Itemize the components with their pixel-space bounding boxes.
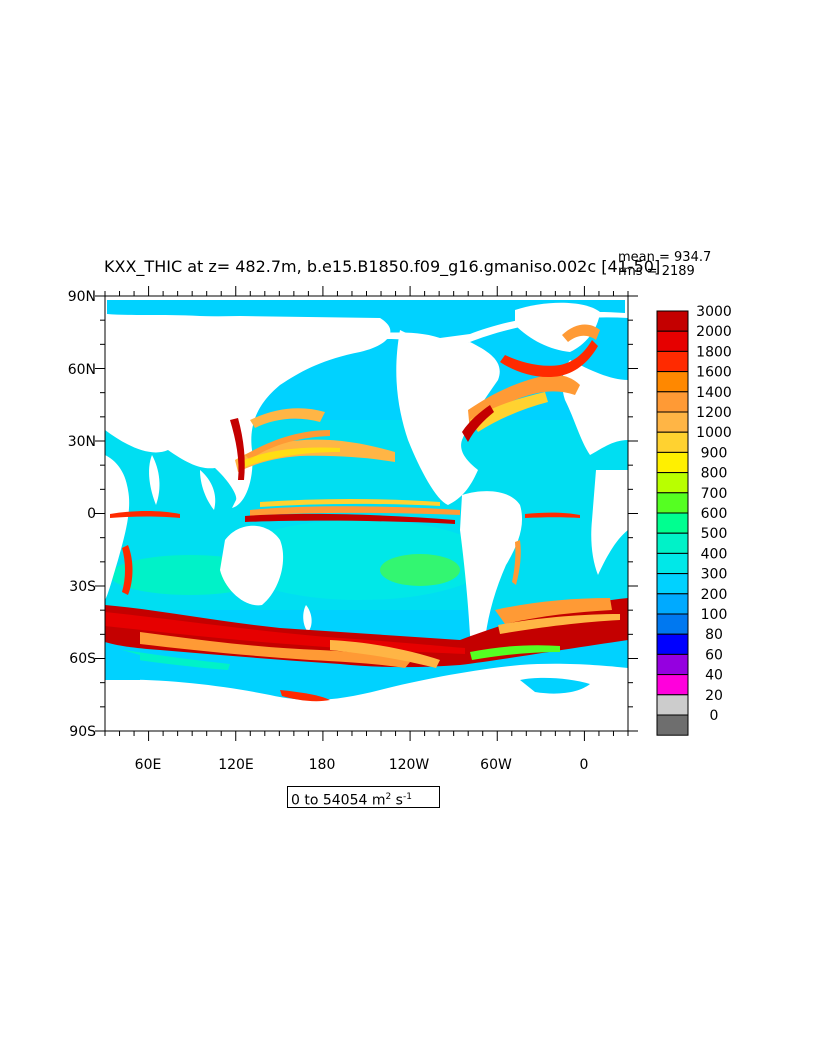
colorbar-swatch [656,451,689,474]
colorbar-level-label: 1200 [696,405,732,421]
colorbar [656,310,689,736]
colorbar-level-label: 60 [705,647,723,663]
colorbar-swatch [656,714,689,736]
colorbar-level-label: 80 [705,627,723,643]
range-exp-2: -1 [402,792,412,802]
range-exp-1: 2 [385,792,392,802]
colorbar-level-label: 900 [701,445,728,461]
range-unit: s [391,792,403,809]
lon-label-60w: 60W [480,757,512,773]
colorbar-swatch [656,552,689,575]
colorbar-level-label: 1600 [696,365,732,381]
colorbar-swatch [656,593,689,615]
lon-label-120e: 120E [218,757,254,773]
plot-title: KXX_THIC at z= 482.7m, b.e15.B1850.f09_g… [104,257,660,277]
colorbar-swatch [656,371,689,393]
map-field [105,296,628,731]
lat-label-30s: 30S [69,579,96,595]
colorbar-swatch [656,350,689,373]
colorbar-level-label: 1800 [696,344,732,360]
colorbar-level-label: 3000 [696,304,732,320]
colorbar-swatch [656,391,689,413]
lon-label-120w: 120W [389,757,430,773]
lat-label-60n: 60N [68,362,96,378]
colorbar-swatch [656,532,689,554]
colorbar-swatch [656,310,689,332]
colorbar-labels: 3000200018001600140012001000900800700600… [696,304,732,724]
colorbar-level-label: 1000 [696,425,732,441]
colorbar-level-label: 500 [701,526,728,542]
colorbar-swatch [656,492,689,514]
colorbar-swatch [656,674,689,696]
lat-label-0: 0 [87,506,96,522]
colorbar-level-label: 2000 [696,324,732,340]
colorbar-level-label: 600 [701,506,728,522]
lat-label-90n: 90N [68,289,96,305]
lon-label-0: 0 [580,757,589,773]
colorbar-swatch [656,472,689,494]
lat-label-30n: 30N [68,434,96,450]
colorbar-level-label: 20 [705,688,723,704]
colorbar-swatch [656,411,689,433]
rms-value: rms = 2189 [618,264,695,279]
colorbar-swatch [656,573,689,595]
map-frame [95,286,638,741]
colorbar-level-label: 400 [701,546,728,562]
colorbar-swatch [656,512,689,534]
range-text: 0 to 54054 m [291,792,386,809]
colorbar-swatch [656,694,689,716]
lat-label-90s: 90S [69,724,96,740]
colorbar-level-label: 40 [705,668,723,684]
colorbar-swatch [656,431,689,453]
colorbar-swatch [656,633,689,655]
mean-value: mean = 934.7 [618,250,711,265]
lon-label-180: 180 [309,757,336,773]
lat-label-60s: 60S [69,651,96,667]
colorbar-level-label: 800 [701,466,728,482]
colorbar-swatch [656,653,689,676]
colorbar-level-label: 300 [701,567,728,583]
colorbar-level-label: 0 [710,708,719,724]
colorbar-level-label: 700 [701,486,728,502]
lon-label-60e: 60E [135,757,162,773]
colorbar-swatch [656,613,689,635]
colorbar-level-label: 100 [701,607,728,623]
colorbar-level-label: 200 [701,587,728,603]
value-range-box: 0 to 54054 m2 s-1 [287,786,440,809]
colorbar-level-label: 1400 [696,385,732,401]
colorbar-swatch [656,330,689,352]
